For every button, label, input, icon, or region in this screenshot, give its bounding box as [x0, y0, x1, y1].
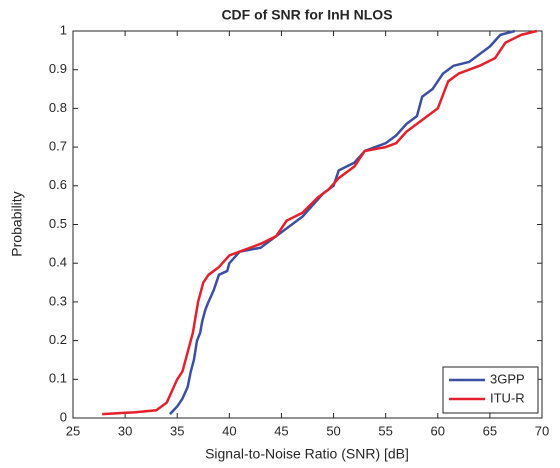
x-tick-label: 50: [326, 423, 340, 438]
y-tick-label: 0.2: [49, 332, 67, 347]
chart-title: CDF of SNR for InH NLOS: [221, 7, 392, 23]
x-tick-label: 40: [222, 423, 236, 438]
legend-label: 3GPP: [490, 371, 525, 386]
x-tick-label: 55: [378, 423, 392, 438]
plot-area: [72, 30, 543, 419]
x-tick-label: 70: [535, 423, 549, 438]
y-tick-label: 0: [60, 409, 67, 424]
y-tick-label: 0.4: [49, 255, 67, 270]
legend-box: [442, 366, 539, 414]
y-tick-label: 0.7: [49, 139, 67, 154]
series-line: [102, 29, 538, 416]
x-tick-label: 35: [170, 423, 184, 438]
y-tick-label: 0.5: [49, 216, 67, 231]
y-tick-label: 0.6: [49, 177, 67, 192]
y-axis-label: Probability: [9, 191, 25, 256]
y-tick-label: 0.9: [49, 61, 67, 76]
y-tick-label: 0.3: [49, 293, 67, 308]
y-tick-label: 1: [60, 22, 67, 37]
x-tick-label: 45: [274, 423, 288, 438]
y-tick-label: 0.8: [49, 100, 67, 115]
series-line: [169, 29, 516, 415]
y-tick-label: 0.1: [49, 371, 67, 386]
legend-label: ITU-R: [490, 390, 525, 405]
x-axis-label: Signal-to-Noise Ratio (SNR) [dB]: [205, 446, 409, 462]
x-tick-label: 60: [431, 423, 445, 438]
x-tick-label: 65: [483, 423, 497, 438]
x-tick-label: 30: [118, 423, 132, 438]
x-tick-label: 25: [66, 423, 80, 438]
